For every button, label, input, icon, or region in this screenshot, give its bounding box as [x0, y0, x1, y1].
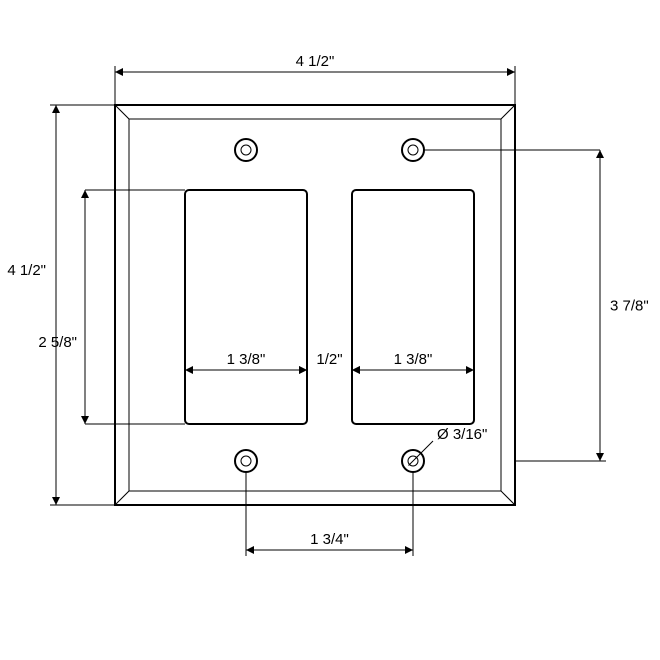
screw-hole-tr	[402, 139, 424, 161]
dim-opening-width-left-label: 1 3/8"	[227, 351, 266, 368]
opening-right	[352, 190, 474, 424]
screw-hole-bl	[235, 450, 257, 472]
dim-gap-width-label: 1/2"	[316, 351, 342, 368]
dim-screw-spacing-label: 1 3/4"	[310, 531, 349, 548]
dim-inner-height-label: 3 7/8"	[610, 298, 649, 315]
dim-overall-width-label: 4 1/2"	[296, 53, 335, 70]
dim-opening-height-label: 2 5/8"	[38, 334, 77, 351]
dim-opening-width-right-label: 1 3/8"	[394, 351, 433, 368]
dim-screw-dia-label: Ø 3/16"	[437, 426, 487, 443]
opening-left	[185, 190, 307, 424]
dim-overall-height-label: 4 1/2"	[7, 262, 46, 279]
screw-hole-tl	[235, 139, 257, 161]
